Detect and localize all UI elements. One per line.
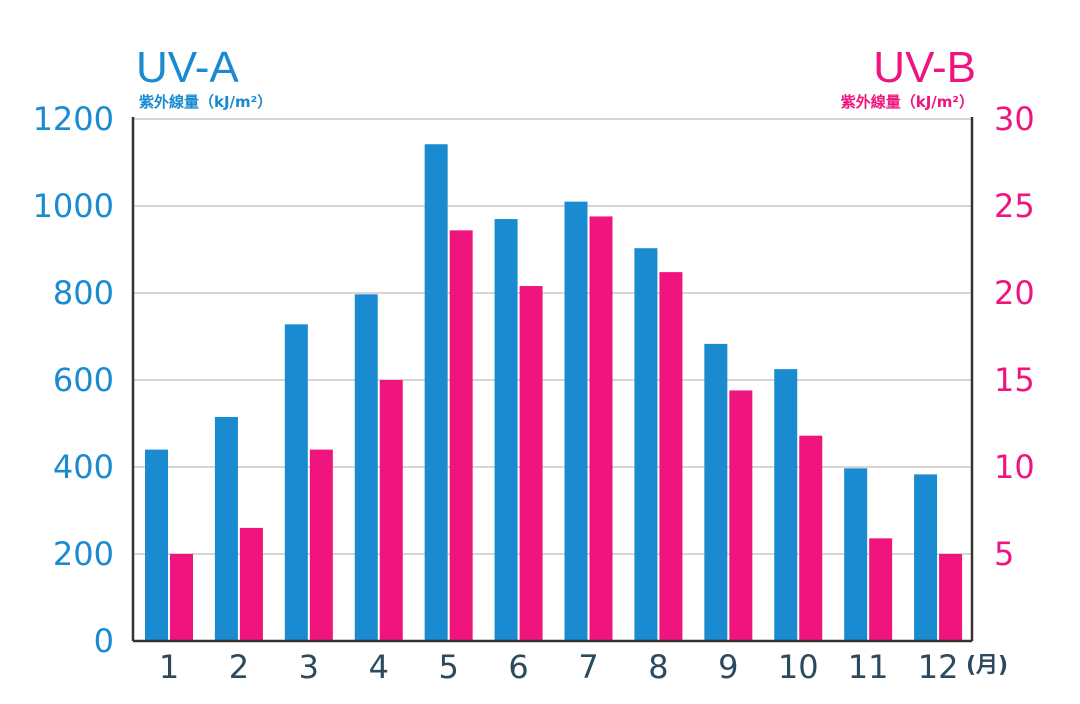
left-axis-title: UV-A bbox=[136, 43, 239, 92]
bar-uv-b bbox=[239, 527, 263, 641]
bar-uv-b bbox=[379, 380, 403, 641]
bar-uv-a bbox=[774, 369, 798, 641]
x-tick-label: 2 bbox=[229, 648, 249, 686]
x-tick-label: 11 bbox=[848, 648, 889, 686]
x-tick-label: 8 bbox=[648, 648, 668, 686]
x-tick-label: 10 bbox=[778, 648, 819, 686]
bar-uv-b bbox=[869, 538, 893, 641]
x-axis-unit: (月) bbox=[966, 653, 1008, 678]
x-tick-label: 1 bbox=[159, 648, 179, 686]
bar-uv-b bbox=[939, 554, 963, 641]
bar-uv-b bbox=[589, 216, 613, 641]
right-tick-label: 15 bbox=[994, 361, 1035, 399]
left-tick-label: 400 bbox=[53, 448, 114, 486]
bar-uv-b bbox=[659, 272, 683, 641]
bar-uv-a bbox=[564, 201, 588, 641]
bar-uv-a bbox=[494, 219, 518, 642]
bar-uv-a bbox=[284, 324, 308, 641]
bar-uv-b bbox=[449, 230, 473, 642]
x-tick-label: 4 bbox=[369, 648, 389, 686]
bar-uv-a bbox=[354, 294, 378, 641]
axes bbox=[131, 117, 974, 643]
right-tick-label: 25 bbox=[994, 187, 1035, 225]
bar-uv-b bbox=[170, 554, 193, 641]
bar-uv-b bbox=[309, 449, 333, 641]
right-tick-label: 10 bbox=[994, 448, 1035, 486]
bar-uv-b bbox=[799, 435, 823, 641]
bar-uv-a bbox=[424, 144, 448, 642]
right-axis-unit: 紫外線量（kJ/m²） bbox=[841, 93, 974, 111]
x-tick-label: 5 bbox=[438, 648, 458, 686]
bar-uv-a bbox=[634, 248, 658, 641]
bar-uv-a bbox=[844, 468, 868, 641]
bar-uv-b bbox=[729, 390, 753, 641]
left-tick-label: 200 bbox=[53, 535, 114, 573]
bar-uv-b bbox=[519, 286, 543, 641]
x-tick-label: 3 bbox=[299, 648, 319, 686]
bar-uv-a bbox=[914, 474, 938, 641]
left-tick-label: 1000 bbox=[33, 187, 114, 225]
right-tick-label: 5 bbox=[994, 535, 1014, 573]
right-tick-label: 30 bbox=[994, 100, 1035, 138]
x-tick-label: 12 bbox=[918, 648, 959, 686]
x-tick-label: 7 bbox=[578, 648, 598, 686]
x-tick-label: 9 bbox=[718, 648, 738, 686]
left-tick-label: 600 bbox=[53, 361, 114, 399]
bar-uv-a bbox=[214, 416, 238, 641]
bar-uv-a bbox=[704, 343, 728, 641]
bars bbox=[145, 144, 963, 642]
left-axis-unit: 紫外線量（kJ/m²） bbox=[139, 93, 272, 111]
bar-uv-a bbox=[145, 449, 168, 641]
gridlines bbox=[133, 118, 972, 555]
x-tick-label: 6 bbox=[508, 648, 528, 686]
right-axis-title: UV-B bbox=[873, 43, 976, 92]
right-tick-label: 20 bbox=[994, 274, 1035, 312]
left-tick-label: 1200 bbox=[33, 100, 114, 138]
left-tick-label: 800 bbox=[53, 274, 114, 312]
left-tick-label: 0 bbox=[94, 622, 114, 660]
